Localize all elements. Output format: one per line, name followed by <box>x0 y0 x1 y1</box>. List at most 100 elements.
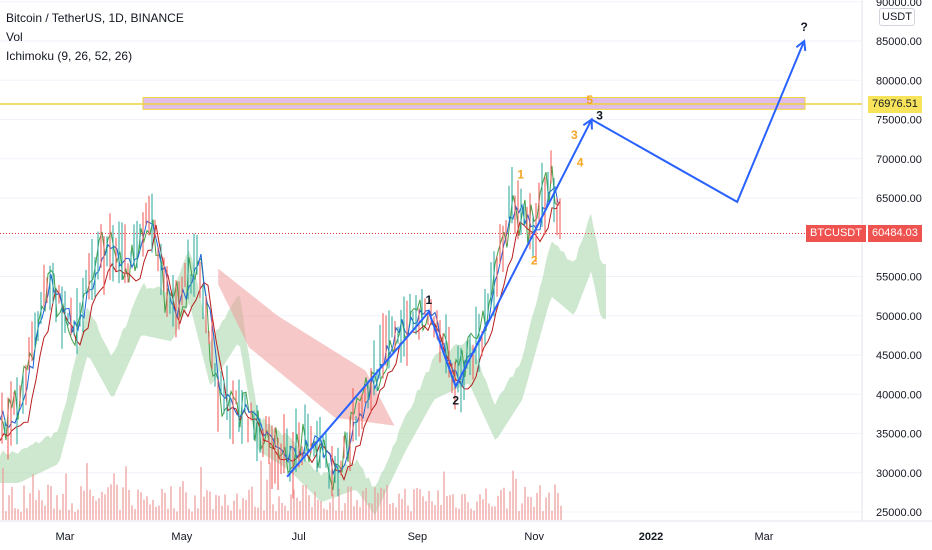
volume-bar <box>299 501 301 520</box>
volume-bar <box>284 505 286 520</box>
volume-bar <box>488 503 490 520</box>
volume-bar <box>464 493 466 520</box>
volume-bar <box>494 506 496 520</box>
time-axis[interactable]: Mar May Jul Sep Nov 2022 Mar <box>56 531 774 543</box>
volume-bar <box>14 508 16 520</box>
volume-bar <box>458 508 460 520</box>
volume-bar <box>119 509 121 520</box>
volume-bar <box>278 496 280 520</box>
time-tick-label: Mar <box>755 531 774 543</box>
volume-bar <box>68 509 70 520</box>
volume-bar <box>245 500 247 520</box>
volume-bar <box>53 508 55 520</box>
volume-bar <box>491 506 493 520</box>
volume-bar <box>479 494 481 520</box>
volume-bar <box>173 508 175 520</box>
price-tick-label: 25000.00 <box>876 507 922 519</box>
volume-indicator-label[interactable]: Vol <box>6 30 23 44</box>
volume-bar <box>269 462 271 520</box>
orange-wave-label-4: 4 <box>577 156 584 170</box>
volume-bar <box>437 490 439 520</box>
price-axis[interactable]: 90000.00 85000.00 80000.00 75000.00 70000.00… <box>876 0 922 519</box>
wave-arrowhead <box>582 117 593 130</box>
kijun-line <box>0 200 561 481</box>
volume-bar <box>359 507 361 520</box>
volume-bar <box>425 501 427 520</box>
volume-bar <box>539 485 541 520</box>
time-tick-label: 2022 <box>639 531 663 543</box>
wave-arrowhead <box>795 39 807 52</box>
volume-bar <box>50 486 52 520</box>
volume-bar <box>401 498 403 520</box>
volume-bar <box>344 503 346 520</box>
volume-bar <box>221 505 223 520</box>
price-tick-label: 40000.00 <box>876 389 922 401</box>
volume-bar <box>287 510 289 520</box>
volume-bar <box>212 509 214 520</box>
volume-bar <box>365 487 367 520</box>
volume-bar <box>356 500 358 520</box>
volume-bar <box>506 508 508 520</box>
volume-bar <box>107 487 109 520</box>
volume-bar <box>341 510 343 520</box>
volume-bar <box>197 508 199 520</box>
volume-bar <box>314 491 316 520</box>
wave-labels: 1 2 3? 1 2 3 4 5 <box>426 20 808 407</box>
volume-bar <box>497 495 499 520</box>
volume-bar <box>182 481 184 520</box>
volume-bar <box>302 484 304 520</box>
volume-bar <box>470 508 472 520</box>
volume-bar <box>167 508 169 520</box>
orange-wave-label-5: 5 <box>586 93 593 107</box>
volume-bar <box>317 499 319 520</box>
volume-bar <box>203 496 205 520</box>
volume-bar <box>482 499 484 520</box>
volume-bar <box>179 486 181 520</box>
volume-bar <box>545 497 547 520</box>
currency-button[interactable]: USDT <box>879 8 915 26</box>
volume-bar <box>230 510 232 520</box>
volume-bar <box>248 489 250 520</box>
volume-bar <box>29 493 31 520</box>
volume-bar <box>449 495 451 520</box>
volume-bar <box>428 490 430 520</box>
volume-bar <box>80 486 82 520</box>
volume-bar <box>533 506 535 520</box>
symbol-title[interactable]: Bitcoin / TetherUS, 1D, BINANCE <box>6 11 184 25</box>
volume-bar <box>215 494 217 520</box>
volume-bar <box>236 493 238 520</box>
price-tick-label: 65000.00 <box>876 193 922 205</box>
volume-bar <box>101 491 103 520</box>
volume-bar <box>410 511 412 520</box>
symbol-tag: BTCUSDT <box>806 225 866 243</box>
volume-bar <box>266 479 268 520</box>
cloud-segment <box>218 268 395 426</box>
volume-bar <box>326 509 328 520</box>
volume-bar <box>116 484 118 520</box>
volume-bar <box>293 489 295 520</box>
volume-bar <box>98 498 100 520</box>
volume-bar <box>134 509 136 520</box>
volume-bar <box>239 509 241 520</box>
volume-bar <box>524 486 526 520</box>
volume-bar <box>503 487 505 520</box>
volume-bar <box>2 467 4 520</box>
volume-bar <box>443 471 445 520</box>
volume-bar <box>551 510 553 520</box>
wave-label-3: 3 <box>596 109 603 123</box>
ichimoku-indicator-label[interactable]: Ichimoku (9, 26, 52, 26) <box>6 49 133 63</box>
volume-bar <box>455 507 457 520</box>
volume-bar <box>233 500 235 520</box>
volume-bar <box>542 511 544 520</box>
volume-bar <box>383 489 385 520</box>
volume-bar <box>260 460 262 520</box>
volume-bar <box>536 492 538 520</box>
volume-bar <box>191 511 193 520</box>
volume-bar <box>143 499 145 520</box>
volume-bar <box>560 505 562 520</box>
price-tick-label: 50000.00 <box>876 311 922 323</box>
volume-bar <box>272 504 274 520</box>
volume-bar <box>188 508 190 520</box>
volume-bar <box>434 505 436 520</box>
